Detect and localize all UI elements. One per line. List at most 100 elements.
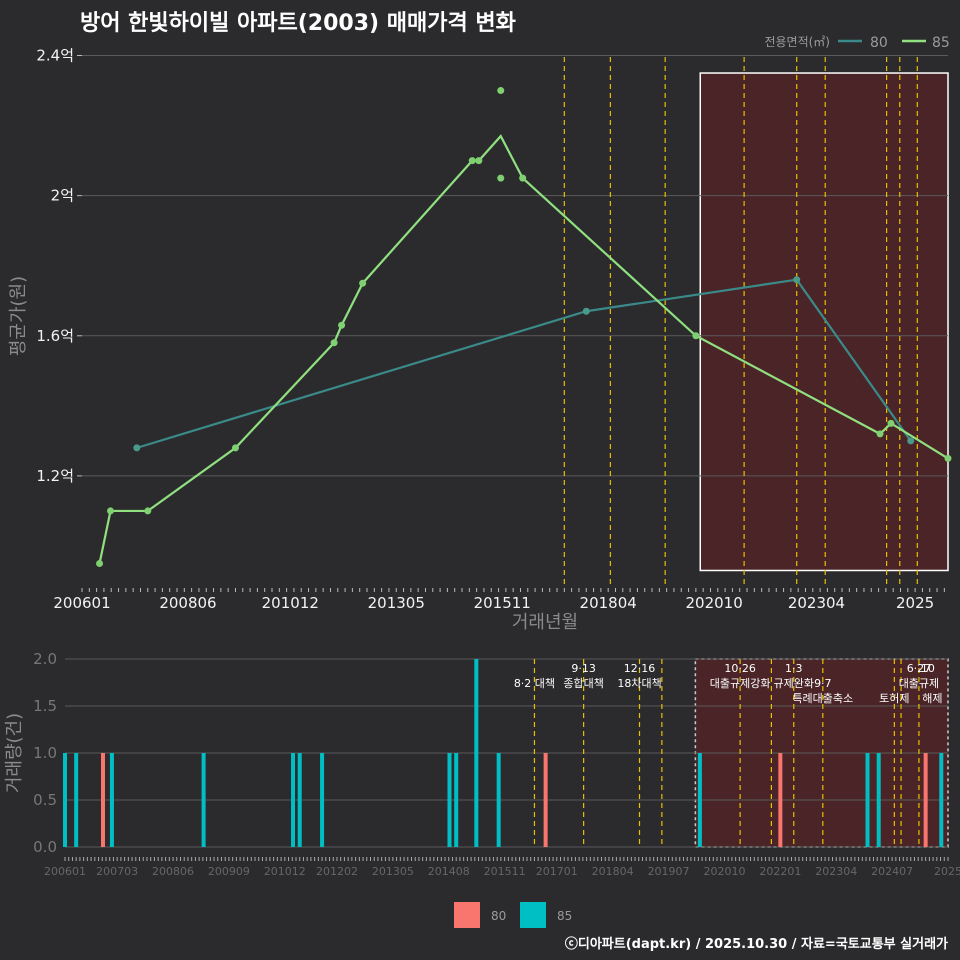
x-tick-label: 2025 [896, 594, 934, 612]
data-point-85 [692, 332, 700, 340]
data-point-85 [107, 507, 115, 515]
volume-bar-85 [474, 659, 479, 847]
chart-title: 방어 한빛하이빌 아파트(2003) 매매가격 변화 [80, 11, 516, 36]
data-point-85 [497, 174, 505, 182]
x-tick-label: 201511 [474, 594, 531, 612]
x-tick-label: 201907 [648, 865, 690, 878]
x-tick-label: 200601 [53, 594, 110, 612]
x-tick-label: 202304 [815, 865, 857, 878]
policy-label: 특례대출축소 [792, 692, 853, 705]
volume-bar-85 [496, 753, 501, 847]
y-tick-label: 1.5 [33, 697, 57, 715]
x-axis-title: 거래년월 [512, 612, 578, 633]
data-point-80 [582, 307, 590, 315]
y-axis-title: 평균가(원) [8, 276, 29, 356]
data-point-85 [475, 157, 483, 165]
x-tick-label: 200909 [208, 865, 250, 878]
price-panel: 1.2억 1.6억 2억 2.4억 200601 200806 201012 201305 20… [8, 35, 952, 633]
policy-label: 1·3 [785, 662, 803, 675]
data-point-85 [519, 174, 527, 182]
policy-label: 6·27 [907, 662, 932, 675]
policy-label: 대출규제 [899, 677, 939, 690]
data-point-80 [907, 437, 915, 445]
x-tick-label: 201701 [536, 865, 578, 878]
policy-label: 8·2 대책 [514, 677, 555, 690]
x-tick-label: 201305 [368, 594, 425, 612]
volume-bar-85 [297, 753, 302, 847]
volume-bar-85 [109, 753, 114, 847]
volume-bar-85 [876, 753, 881, 847]
data-point-85 [887, 419, 895, 427]
x-tick-label: 200806 [159, 594, 216, 612]
data-point-85 [96, 559, 104, 567]
legend-swatch-85 [520, 902, 546, 928]
policy-label: 9·13 [571, 662, 596, 675]
x-tick-label: 202010 [686, 594, 743, 612]
data-point-85 [468, 157, 476, 165]
y-tick-label: 0.5 [33, 791, 57, 809]
x-tick-label: 2025 [934, 865, 960, 878]
data-point-85 [231, 444, 239, 452]
legend-label-80: 80 [870, 35, 888, 51]
policy-label: 토허제 [879, 692, 909, 705]
volume-bar-85 [291, 753, 296, 847]
policy-label: 대출규제강화 [710, 677, 771, 690]
data-point-85 [330, 339, 338, 347]
policy-label: 해제 [922, 691, 942, 705]
y-tick-label: 1.2억 [36, 467, 74, 485]
legend-swatch-80 [454, 902, 480, 928]
y-tick-label: 2억 [51, 187, 74, 205]
data-point-85 [338, 321, 346, 329]
x-tick-label: 201408 [428, 865, 470, 878]
policy-label: 규제완화 [774, 677, 814, 690]
volume-bar-80 [543, 753, 548, 847]
x-tick-label: 202201 [759, 865, 801, 878]
policy-label: 10·26 [724, 662, 756, 675]
volume-bar-85 [320, 753, 325, 847]
volume-bar-85 [697, 753, 702, 847]
volume-bar-80 [101, 753, 106, 847]
volume-bar-85 [865, 753, 870, 847]
legend-label-85: 85 [932, 35, 950, 51]
volume-bar-85 [201, 753, 206, 847]
y-tick-label: 1.6억 [36, 327, 74, 345]
policy-label: 종합대책 [563, 677, 603, 690]
data-point-80 [793, 276, 801, 284]
series-line-80 [136, 278, 912, 449]
x-tick-label: 201511 [484, 865, 526, 878]
policy-label: 9·7 [814, 677, 832, 690]
policy-label: 10 [921, 662, 935, 675]
y-tick-label: 2.0 [33, 650, 57, 668]
volume-bar-85 [454, 753, 459, 847]
data-point-85 [144, 507, 152, 515]
volume-bar-80 [923, 753, 928, 847]
y-axis-title: 거래량(건) [4, 713, 25, 793]
volume-bar-85 [939, 753, 944, 847]
volume-panel: 0.0 0.5 1.0 1.5 2.0 8·2 대책 9·13 종합대책 12·16 18차대책 1… [4, 650, 960, 928]
volume-bar-85 [447, 753, 452, 847]
data-point-85 [944, 454, 952, 462]
highlight-box [699, 72, 949, 572]
x-tick-label: 201305 [372, 865, 414, 878]
x-tick-label: 202407 [871, 865, 913, 878]
policy-label: 12·16 [624, 662, 656, 675]
volume-bar-80 [778, 753, 783, 847]
x-tick-label: 202304 [788, 594, 845, 612]
y-tick-label: 0.0 [33, 838, 57, 856]
x-tick-label: 201012 [264, 865, 306, 878]
x-tick-label: 200601 [44, 865, 86, 878]
data-point-85 [359, 279, 367, 287]
volume-bar-85 [74, 753, 79, 847]
x-tick-label: 201202 [316, 865, 358, 878]
y-tick-label: 1.0 [33, 744, 57, 762]
legend-title: 전용면적(㎡) [764, 35, 830, 49]
volume-bar-85 [63, 753, 67, 847]
legend-label-85: 85 [557, 909, 572, 923]
x-tick-label: 200703 [96, 865, 138, 878]
x-tick-label: 200806 [152, 865, 194, 878]
x-tick-label: 202010 [703, 865, 745, 878]
data-point-80 [133, 444, 141, 452]
x-tick-label: 201012 [262, 594, 319, 612]
x-tick-label: 201804 [580, 594, 637, 612]
